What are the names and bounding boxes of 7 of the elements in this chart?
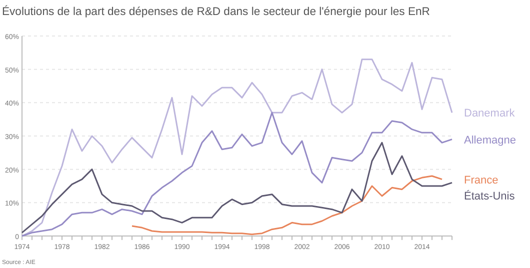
text: France [464, 174, 498, 186]
chart-title: Évolutions de la part des dépenses de R&D dans le secteur de l'énergie pour les EnR [2, 5, 430, 18]
series-label: Danemark [464, 108, 516, 120]
line-series [131, 175, 443, 236]
series-label: Allemagne [464, 134, 516, 146]
series-label: États-Unis [464, 189, 516, 202]
line-series [21, 142, 453, 234]
